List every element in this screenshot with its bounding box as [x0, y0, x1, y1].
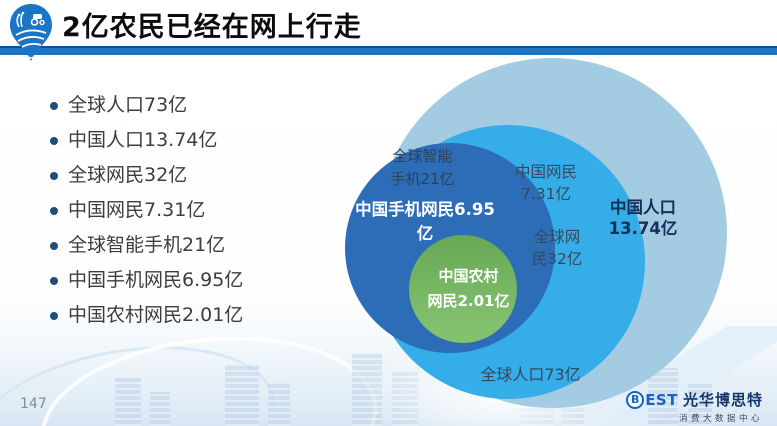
- brand-est-text: EST: [645, 390, 678, 409]
- brand-b-icon: B: [626, 390, 645, 409]
- list-item: 中国网民7.31亿: [50, 199, 243, 221]
- list-item: 全球网民32亿: [50, 164, 243, 186]
- list-item: 中国农村网民2.01亿: [50, 304, 243, 326]
- list-item: 全球智能手机21亿: [50, 234, 243, 256]
- bullet-text: 全球智能手机21亿: [68, 234, 226, 256]
- bullet-dot-icon: [50, 312, 58, 320]
- building-silhouette: [150, 392, 170, 426]
- bullet-dot-icon: [50, 172, 58, 180]
- brand-logo: B EST 光华博思特 消费大数据中心: [626, 389, 763, 424]
- bullet-text: 中国人口13.74亿: [68, 129, 218, 151]
- bullet-text: 全球网民32亿: [68, 164, 188, 186]
- brand-pin-icon: [8, 3, 54, 63]
- bullet-dot-icon: [50, 242, 58, 250]
- bullet-text: 中国网民7.31亿: [68, 199, 206, 221]
- building-silhouette: [688, 384, 712, 426]
- list-item: 中国人口13.74亿: [50, 129, 243, 151]
- label-china-netizens: 中国网民 7.31亿: [514, 163, 577, 203]
- building-silhouette: [268, 382, 290, 426]
- stats-bullet-list: 全球人口73亿 中国人口13.74亿 全球网民32亿 中国网民7.31亿 全球智…: [50, 94, 243, 339]
- list-item: 中国手机网民6.95亿: [50, 269, 243, 291]
- bullet-text: 中国手机网民6.95亿: [68, 269, 244, 291]
- label-china-rural-netizens: 中国农村 网民2.01亿: [427, 267, 510, 310]
- circle-rural-netizens: [409, 235, 517, 343]
- list-item: 全球人口73亿: [50, 94, 243, 116]
- swoosh-arc: [32, 326, 386, 426]
- bullet-text: 中国农村网民2.01亿: [68, 304, 244, 326]
- header-divider-bar: [0, 46, 777, 55]
- bullet-dot-icon: [50, 137, 58, 145]
- bullet-dot-icon: [50, 277, 58, 285]
- building-silhouette: [225, 364, 259, 426]
- label-global-population: 全球人口73亿: [480, 365, 581, 384]
- slide-title: 2亿农民已经在网上行走: [62, 12, 362, 43]
- bullet-text: 全球人口73亿: [68, 94, 188, 116]
- label-global-netizens: 全球网 民32亿: [531, 228, 583, 268]
- page-number: 147: [20, 396, 47, 412]
- bullet-dot-icon: [50, 102, 58, 110]
- label-global-smartphones: 全球智能 手机21亿: [390, 147, 455, 188]
- label-china-mobile-netizens: 中国手机网民6.95亿: [355, 200, 495, 243]
- building-silhouette: [115, 378, 141, 426]
- brand-name-cn: 光华博思特: [682, 391, 763, 409]
- building-silhouette: [648, 368, 678, 426]
- brand-subtitle: 消费大数据中心: [678, 414, 763, 424]
- bullet-dot-icon: [50, 207, 58, 215]
- label-china-population: 中国人口 13.74亿: [608, 198, 678, 238]
